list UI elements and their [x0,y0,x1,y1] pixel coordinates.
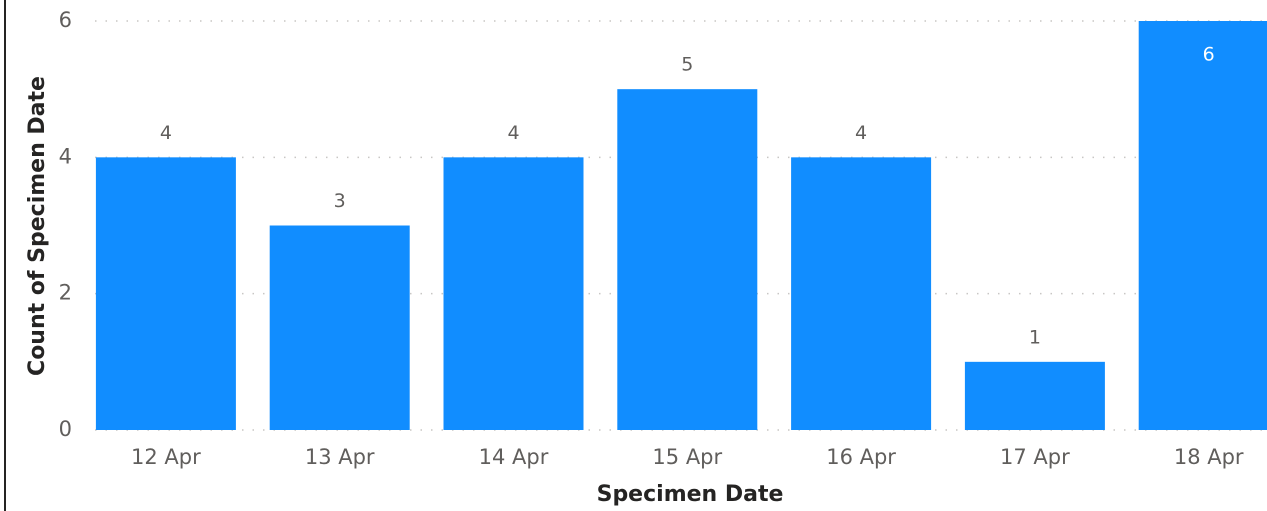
bar [95,157,236,431]
x-tick-label: 12 Apr [131,445,201,469]
x-tick-label: 15 Apr [652,445,722,469]
bar [1138,21,1267,430]
x-tick-label: 16 Apr [826,445,896,469]
x-tick-label: 14 Apr [479,445,549,469]
x-axis-title: Specimen Date [597,482,784,507]
bar [617,89,758,431]
bar [964,361,1105,430]
y-tick-label: 6 [59,8,72,32]
x-tick-label: 17 Apr [1000,445,1070,469]
x-tick-label: 13 Apr [305,445,375,469]
x-tick-label: 18 Apr [1174,445,1244,469]
data-label: 4 [507,122,519,144]
bar [443,157,584,431]
y-axis-title: Count of Specimen Date [25,76,50,376]
y-tick-label: 0 [59,417,72,441]
data-label: 4 [855,122,867,144]
data-label: 1 [1029,326,1041,348]
y-tick-label: 4 [59,144,72,168]
data-label: 3 [334,190,346,212]
data-label: 5 [681,54,693,76]
bar [791,157,932,431]
data-label: 4 [160,122,172,144]
data-label: 6 [1203,44,1215,66]
y-tick-label: 2 [59,281,72,305]
bar [269,225,410,430]
